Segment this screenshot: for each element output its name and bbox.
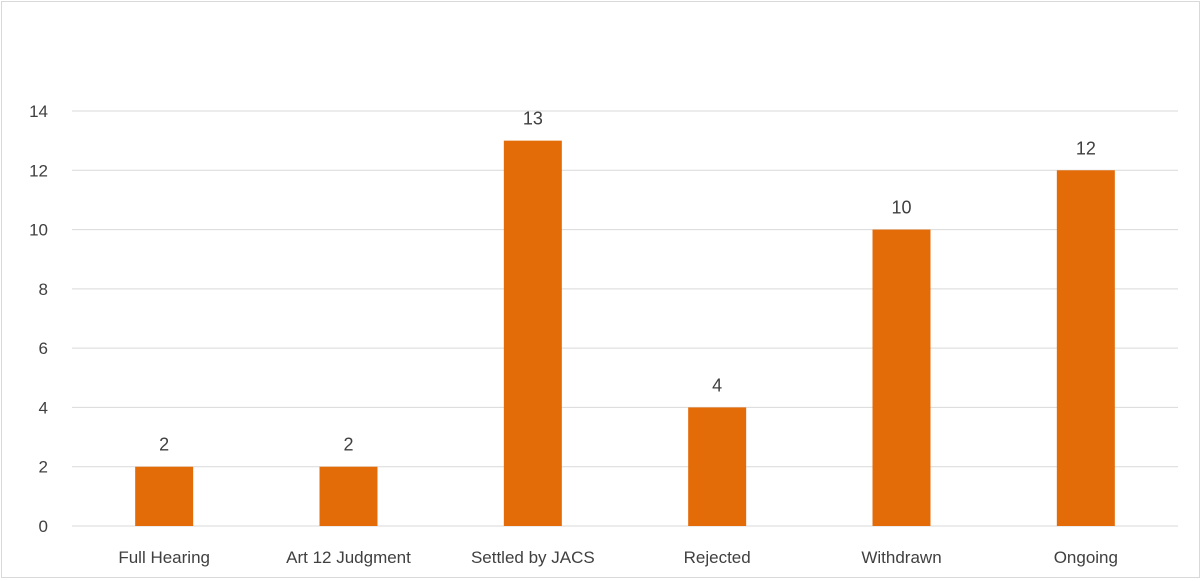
y-tick-label-6: 6 — [39, 339, 48, 358]
y-tick-label-8: 8 — [39, 280, 48, 299]
data-label-withdrawn: 10 — [891, 198, 911, 218]
x-axis-tick-labels: Full Hearing Art 12 Judgment Settled by JA… — [118, 548, 1118, 567]
bar-withdrawn — [872, 229, 931, 527]
bars — [135, 140, 1115, 527]
bar-full-hearing — [135, 466, 194, 526]
y-tick-label-4: 4 — [39, 398, 48, 417]
x-tick-label-ongoing: Ongoing — [1054, 548, 1118, 567]
data-label-rejected: 4 — [712, 375, 722, 395]
data-label-art-12-judgment: 2 — [343, 435, 353, 455]
y-axis-tick-labels: 0 2 4 6 8 10 12 14 — [29, 102, 48, 536]
gridlines — [72, 110, 1178, 527]
data-label-full-hearing: 2 — [159, 435, 169, 455]
data-label-ongoing: 12 — [1076, 138, 1096, 158]
bar-settled-by-jacs — [503, 140, 562, 526]
y-tick-label-2: 2 — [39, 458, 48, 477]
bar-ongoing — [1056, 170, 1115, 527]
data-label-settled-by-jacs: 13 — [523, 109, 543, 129]
x-tick-label-rejected: Rejected — [684, 548, 751, 567]
y-tick-label-0: 0 — [39, 517, 48, 536]
y-tick-label-14: 14 — [29, 102, 48, 121]
y-tick-label-12: 12 — [29, 161, 48, 180]
y-tick-label-10: 10 — [29, 221, 48, 240]
x-tick-label-settled-by-jacs: Settled by JACS — [471, 548, 595, 567]
bar-rejected — [688, 407, 747, 526]
x-tick-label-withdrawn: Withdrawn — [861, 548, 941, 567]
x-tick-label-art-12-judgment: Art 12 Judgment — [286, 548, 411, 567]
bar-art-12-judgment — [319, 466, 378, 526]
x-tick-label-full-hearing: Full Hearing — [118, 548, 210, 567]
